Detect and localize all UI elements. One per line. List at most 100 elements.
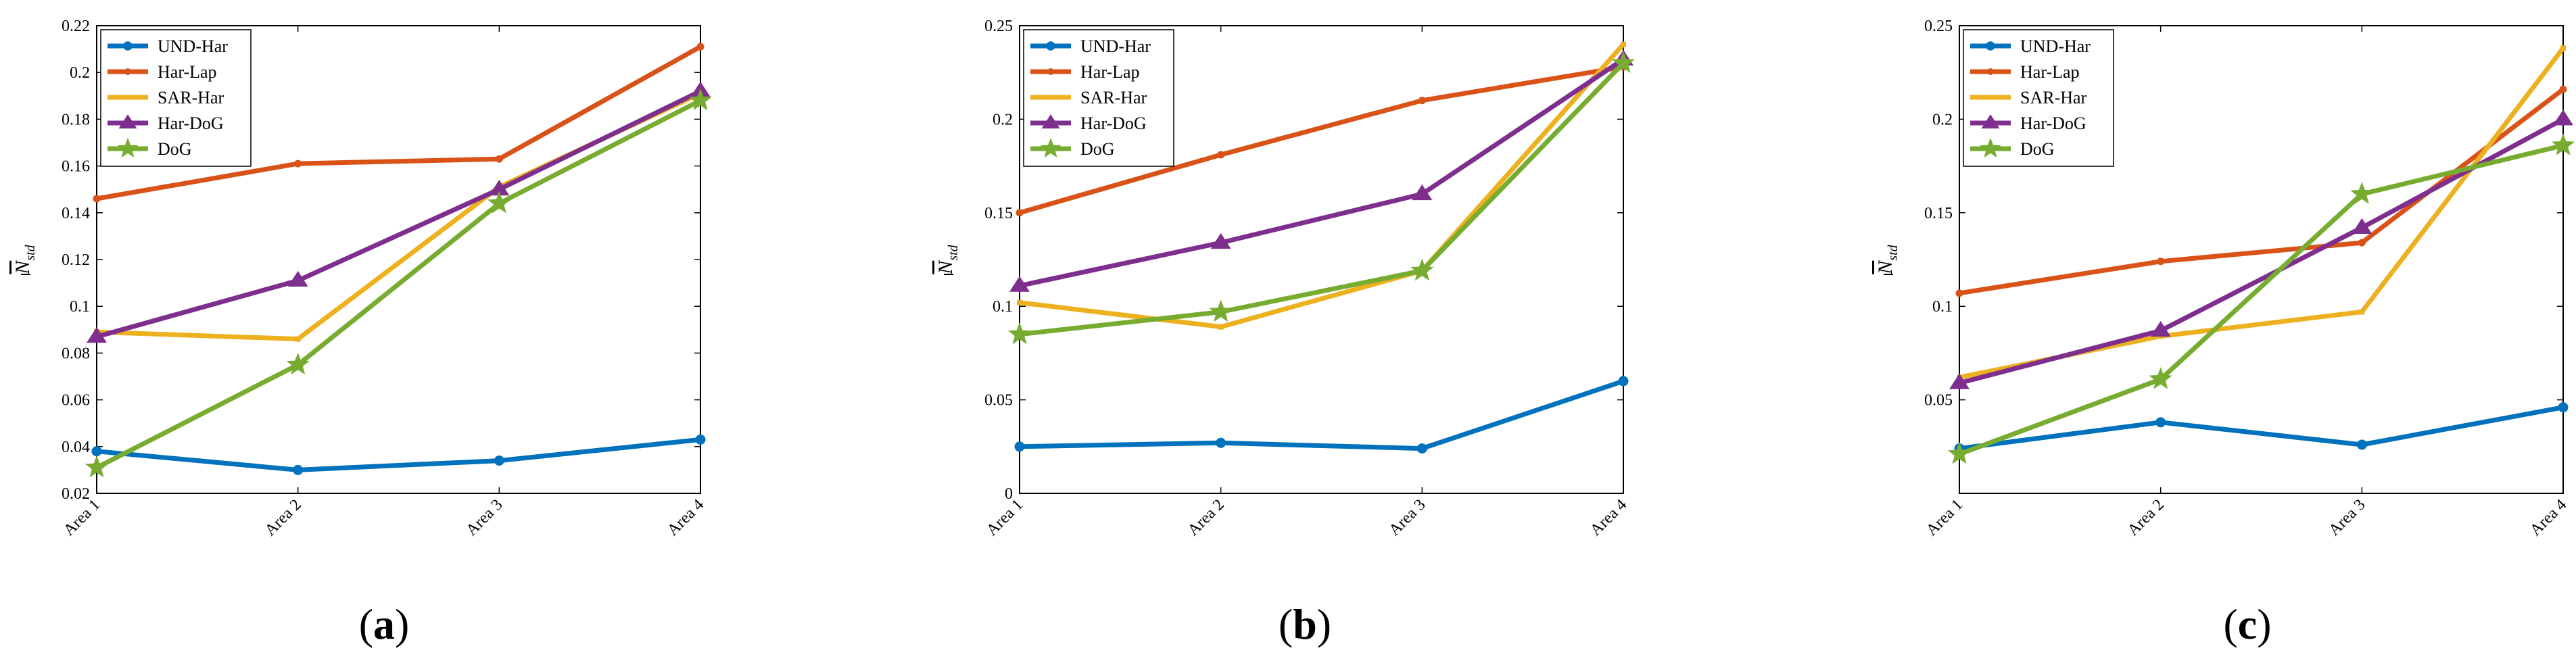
- y-tick-label: 0.22: [62, 18, 90, 35]
- legend-label: Har-DoG: [1080, 114, 1147, 133]
- y-axis-title: Nstd: [11, 244, 38, 274]
- legend-label: Har-Lap: [2020, 62, 2080, 82]
- panel-label: (c): [2223, 600, 2271, 648]
- legend-swatch-marker: [123, 41, 133, 51]
- data-point-har-lap: [1217, 151, 1225, 159]
- legend-swatch-marker: [1986, 41, 1995, 51]
- y-tick-label: 0.1: [1932, 298, 1953, 316]
- series-har-lap: [93, 43, 705, 203]
- legend-label: UND-Har: [1080, 36, 1151, 56]
- legend-item-und-har: UND-Har: [1970, 36, 2091, 56]
- legend-swatch-marker: [1040, 137, 1062, 158]
- legend-label: Har-Lap: [158, 62, 217, 82]
- y-axis-title: Nstd: [934, 244, 961, 274]
- data-point-har-dog: [1210, 232, 1231, 249]
- panel-label: (a): [359, 600, 410, 648]
- legend-item-har-dog: Har-DoG: [1970, 114, 2086, 133]
- legend-label: UND-Har: [2020, 36, 2091, 56]
- x-tick-label: Area 2: [2124, 496, 2168, 539]
- legend-label: SAR-Har: [158, 88, 224, 107]
- y-tick-label: 0: [1005, 485, 1013, 503]
- series-line-sar-har: [1019, 43, 1625, 330]
- data-point-dog: [487, 191, 511, 214]
- x-tick-label: Area 2: [262, 496, 305, 539]
- series-dog: [1007, 51, 1636, 345]
- y-tick-label: 0.2: [993, 111, 1013, 128]
- data-point-und-har: [494, 456, 504, 466]
- legend-label: DoG: [2020, 139, 2055, 159]
- y-tick-label: 0.05: [1924, 392, 1953, 410]
- data-point-sar-har: [295, 336, 301, 342]
- data-point-sar-har: [1017, 299, 1022, 305]
- y-axis-title-subscript: std: [23, 244, 38, 260]
- data-point-har-dog: [2150, 320, 2171, 337]
- data-point-dog: [286, 352, 310, 375]
- legend-swatch-marker: [118, 114, 137, 129]
- plot-area-frame: [1959, 25, 2564, 494]
- data-point-har-dog: [87, 326, 107, 343]
- x-tick-label: Area 4: [1587, 496, 1630, 539]
- legend-item-und-har: UND-Har: [108, 36, 228, 56]
- data-point-har-lap: [2157, 257, 2165, 266]
- legend-item-har-lap: Har-Lap: [1030, 62, 1140, 82]
- data-point-dog: [1947, 441, 1972, 464]
- data-point-dog: [1209, 299, 1233, 322]
- panel-label-letter: b: [1293, 600, 1317, 648]
- data-point-har-dog: [1949, 373, 1970, 389]
- y-tick-label: 0.04: [62, 439, 90, 456]
- panel-label: (b): [1279, 600, 1331, 648]
- legend-item-dog: DoG: [1970, 137, 2055, 159]
- y-tick-label: 0.14: [62, 205, 90, 222]
- data-point-und-har: [293, 464, 304, 475]
- legend-item-und-har: UND-Har: [1030, 36, 1151, 56]
- x-tick-label: Area 3: [2325, 496, 2368, 539]
- data-point-und-har: [1416, 443, 1427, 454]
- legend-item-har-lap: Har-Lap: [108, 62, 217, 82]
- legend-item-sar-har: SAR-Har: [1970, 88, 2087, 107]
- plot-area-frame: [1019, 25, 1624, 494]
- data-point-har-lap: [1955, 289, 1963, 297]
- legend: UND-Har Har-Lap SAR-Har Har-DoG DoG: [1023, 29, 1174, 167]
- legend-swatch-marker: [1048, 95, 1053, 100]
- series-har-lap: [1955, 85, 2567, 297]
- y-axis-title: Nstd: [1874, 244, 1901, 274]
- data-point-har-dog: [1009, 276, 1030, 292]
- legend-item-sar-har: SAR-Har: [108, 88, 224, 107]
- panel-label-close-paren: ): [2257, 600, 2271, 648]
- y-axis-title-subscript: std: [946, 244, 961, 260]
- series-dog: [1947, 133, 2575, 464]
- y-tick-label: 0.25: [984, 18, 1013, 35]
- data-point-har-dog: [287, 270, 308, 287]
- data-point-und-har: [1014, 441, 1025, 452]
- series-line-har-lap: [96, 45, 702, 201]
- series-und-har: [91, 434, 706, 475]
- y-axis-title-main: N: [934, 260, 957, 275]
- x-tick-label: Area 4: [664, 496, 707, 539]
- series-line-und-har: [96, 437, 701, 472]
- data-point-dog: [2350, 182, 2374, 204]
- data-point-har-dog: [2352, 218, 2372, 234]
- y-axis-title-main: N: [1874, 260, 1897, 275]
- legend-swatch-marker: [1046, 41, 1055, 51]
- legend-label: DoG: [1080, 139, 1115, 159]
- legend-label: Har-DoG: [2020, 114, 2086, 133]
- legend-swatch-marker: [125, 95, 130, 100]
- series-line-har-lap: [1959, 87, 2565, 296]
- chart-panel-c: 0.05 0.1 0.15 0.2 0.25 Area 1 Area 2 Area 3 Area…: [1874, 18, 2575, 648]
- series-dog: [85, 88, 713, 478]
- y-tick-label: 0.06: [62, 392, 90, 410]
- series-und-har: [1014, 376, 1629, 454]
- data-point-har-dog: [1412, 184, 1433, 201]
- data-point-har-dog: [2553, 109, 2573, 126]
- data-point-dog: [2551, 133, 2575, 155]
- data-point-und-har: [1216, 437, 1226, 448]
- x-tick-label: Area 4: [2527, 496, 2570, 539]
- legend-swatch-marker: [117, 137, 139, 158]
- legend: UND-Har Har-Lap SAR-Har Har-DoG DoG: [100, 29, 252, 167]
- legend-label: DoG: [158, 139, 192, 159]
- legend-label: UND-Har: [158, 36, 228, 56]
- data-point-har-lap: [495, 155, 503, 163]
- panel-label-letter: c: [2238, 600, 2257, 648]
